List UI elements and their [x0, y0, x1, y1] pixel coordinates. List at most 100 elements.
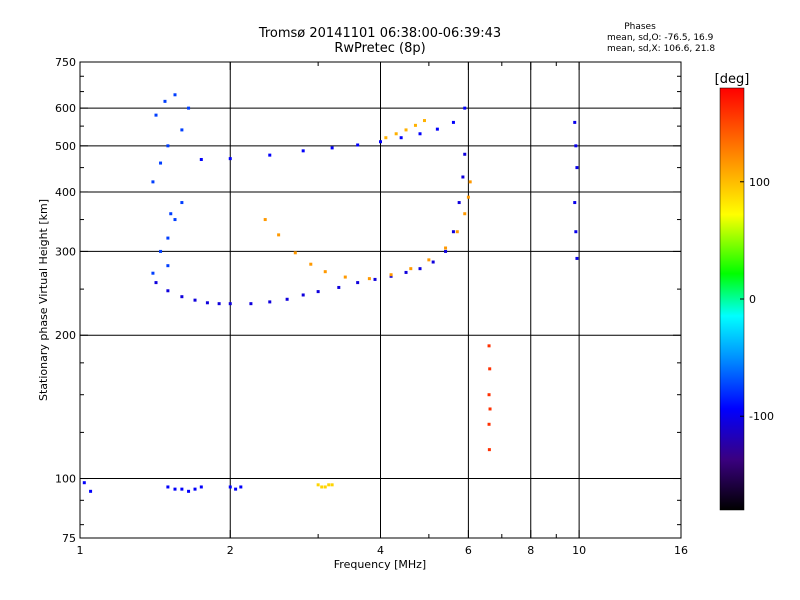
chart-title-line2: RwPretec (8p) — [334, 41, 426, 56]
data-point — [277, 233, 281, 237]
phases-stats-x-mode: mean, sd,X: 106.6, 21.8 — [607, 44, 716, 54]
data-point — [487, 448, 491, 452]
data-point — [463, 152, 467, 156]
data-point — [574, 144, 578, 148]
data-point — [466, 195, 470, 199]
data-point — [488, 407, 492, 411]
data-point — [169, 212, 173, 216]
data-point — [173, 93, 177, 97]
data-point — [166, 289, 170, 293]
colorbar-tick-label: -100 — [749, 410, 774, 423]
data-point — [263, 218, 267, 222]
data-point — [399, 136, 403, 140]
data-point — [573, 201, 577, 205]
data-point — [574, 230, 578, 234]
data-point — [384, 136, 388, 140]
data-point — [173, 218, 177, 222]
data-point — [487, 422, 491, 426]
data-point — [444, 246, 448, 250]
data-point — [356, 143, 360, 147]
x-tick-label: 1 — [77, 544, 84, 557]
y-axis-label: Stationary phase Virtual Height [km] — [37, 199, 50, 401]
data-point — [418, 267, 422, 271]
data-point — [367, 277, 371, 281]
data-point — [82, 481, 86, 485]
data-point — [457, 201, 461, 205]
data-point — [316, 290, 320, 294]
data-point — [301, 149, 305, 153]
data-point — [451, 230, 455, 234]
data-point — [228, 485, 232, 489]
x-tick-label: 16 — [674, 544, 688, 557]
data-point — [413, 123, 417, 127]
data-point — [187, 106, 191, 110]
data-point — [461, 175, 465, 179]
data-point — [404, 270, 408, 274]
y-tick-label: 600 — [55, 102, 76, 115]
data-point — [180, 128, 184, 132]
data-point — [159, 161, 163, 165]
data-point — [228, 302, 232, 306]
data-point — [327, 483, 331, 487]
data-point — [379, 140, 382, 144]
data-point — [463, 106, 467, 110]
data-point — [159, 249, 163, 253]
data-point — [455, 230, 459, 234]
data-point — [323, 485, 327, 489]
data-point — [309, 262, 313, 266]
data-point — [180, 201, 184, 205]
data-point — [268, 300, 272, 304]
data-point — [451, 120, 455, 124]
data-point — [573, 120, 577, 124]
y-tick-label: 300 — [55, 245, 76, 258]
data-point — [166, 264, 170, 268]
data-point — [180, 487, 184, 491]
data-point — [487, 344, 491, 348]
data-point — [199, 485, 203, 489]
colorbar-tick-label: 0 — [749, 293, 756, 306]
data-point — [316, 483, 320, 487]
data-point — [268, 153, 272, 157]
data-point — [323, 270, 327, 274]
data-point — [575, 256, 579, 260]
data-point — [404, 128, 408, 132]
axis-ticks-layer: 1 2 4 6 8 10 16 75 100 200 300 400 500 600 750 — [55, 56, 688, 557]
data-point — [166, 236, 170, 240]
data-point — [154, 113, 158, 117]
data-point — [234, 487, 238, 491]
data-point — [575, 166, 579, 170]
data-point — [154, 281, 158, 285]
data-point — [427, 258, 431, 262]
data-point — [166, 485, 170, 489]
data-point — [330, 483, 334, 487]
data-point — [166, 144, 170, 148]
data-point — [488, 367, 492, 371]
data-point — [193, 298, 197, 302]
y-tick-label: 200 — [55, 329, 76, 342]
data-point — [343, 275, 347, 279]
data-point — [180, 295, 184, 299]
data-point — [394, 132, 398, 136]
data-point — [205, 301, 209, 305]
y-tick-label: 75 — [62, 532, 76, 545]
y-tick-label: 400 — [55, 186, 76, 199]
y-tick-label: 750 — [55, 56, 76, 69]
grid-layer — [80, 62, 681, 538]
data-point — [356, 281, 360, 285]
data-point — [435, 127, 439, 131]
x-tick-label: 4 — [377, 544, 384, 557]
data-point — [151, 271, 155, 275]
data-point — [468, 180, 472, 184]
data-point — [409, 267, 413, 271]
x-tick-label: 2 — [227, 544, 234, 557]
data-point — [373, 277, 377, 281]
data-point — [431, 260, 435, 264]
data-point — [249, 302, 253, 306]
phases-stats-o-mode: mean, sd,O: -76.5, 16.9 — [607, 33, 714, 43]
data-point — [285, 297, 289, 301]
data-point — [487, 393, 491, 397]
colorbar-ticks: 100 0 -100 — [740, 176, 774, 423]
data-point — [293, 251, 297, 255]
data-point — [193, 487, 197, 491]
